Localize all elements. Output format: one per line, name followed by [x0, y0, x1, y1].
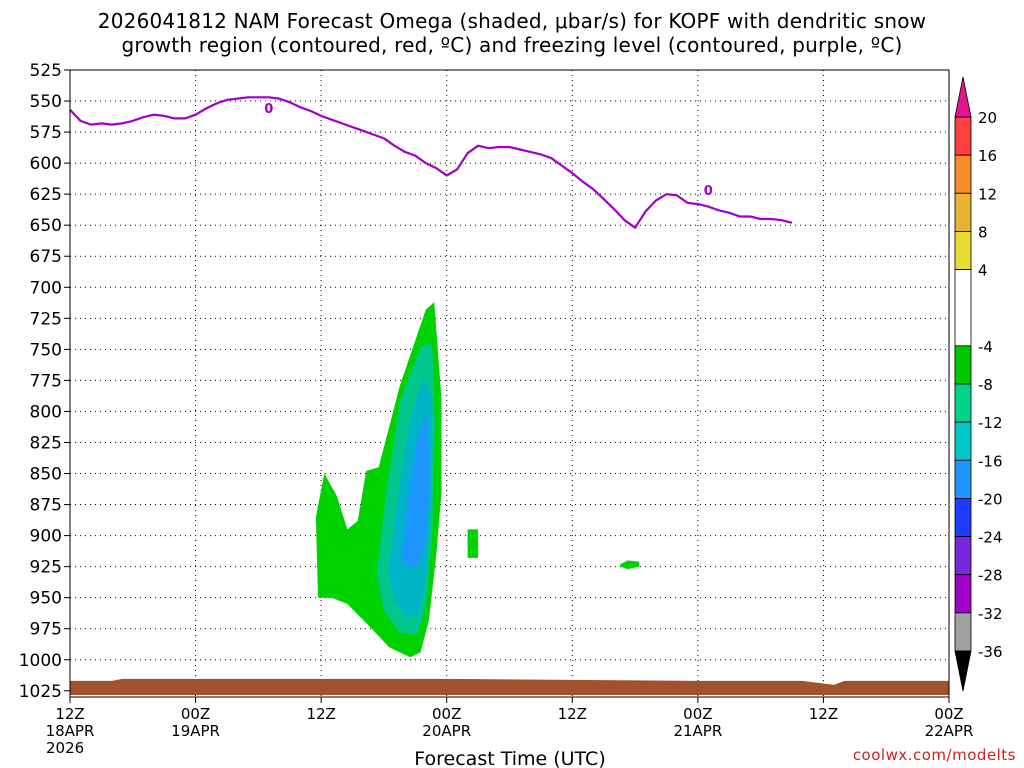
y-tick-label: 750 [30, 340, 62, 360]
y-tick-label: 1000 [19, 651, 62, 671]
colorbar-label: -36 [978, 643, 1003, 661]
x-tick-label: 18APR [46, 722, 95, 740]
y-tick-label: 550 [30, 92, 62, 112]
y-tick-label: 900 [30, 527, 62, 547]
x-axis-label: Forecast Time (UTC) [414, 748, 605, 768]
x-tick-label: 00Z [432, 705, 461, 723]
x-tick-label: 20APR [422, 722, 471, 740]
colorbar-segment [954, 345, 972, 385]
contour-label-bg [703, 183, 714, 198]
x-tick-label: 00Z [934, 705, 963, 723]
y-tick-label: 850 [30, 465, 62, 485]
colorbar-segment [954, 192, 972, 232]
contour-label-bg [263, 101, 274, 116]
contour-label: 0 [704, 184, 713, 199]
colorbar-bottom-arrow [954, 650, 972, 692]
colorbar-segment [954, 612, 972, 652]
colorbar-label: -4 [978, 338, 993, 356]
x-tick-label: 00Z [683, 705, 712, 723]
chart-title-line-2: growth region (contoured, red, ºC) and f… [121, 33, 903, 57]
omega-region [620, 560, 640, 570]
x-tick-label: 21APR [673, 722, 722, 740]
colorbar-segment [954, 498, 972, 537]
x-tick-label: 12Z [55, 705, 84, 723]
colorbar-label: -16 [978, 452, 1003, 470]
y-tick-label: 700 [30, 278, 62, 298]
x-tick-label: 19APR [171, 722, 220, 740]
ground-fill [70, 678, 949, 695]
colorbar-segment [954, 459, 972, 499]
colorbar-label: -32 [978, 605, 1003, 623]
colorbar-label: -28 [978, 567, 1003, 585]
grid-lines [69, 69, 950, 697]
colorbar-segment [954, 116, 972, 156]
y-tick-label: 600 [30, 154, 62, 174]
y-tick-label: 725 [30, 309, 62, 329]
ground-layer [70, 678, 949, 695]
y-tick-label: 1025 [19, 682, 62, 702]
omega-region [467, 529, 479, 558]
chart-title-line-1: 2026041812 NAM Forecast Omega (shaded, μ… [97, 9, 927, 33]
y-tick-label: 975 [30, 620, 62, 640]
x-tick-label: 00Z [181, 705, 210, 723]
colorbar-label: -8 [978, 376, 993, 394]
y-tick-label: 525 [30, 61, 62, 81]
colorbar-segment [954, 231, 972, 270]
freezing-level-contour: 00 [69, 96, 793, 229]
colorbar-segment [954, 383, 972, 423]
credit-text: coolwx.com/modelts [852, 746, 1016, 764]
colorbar-label: 12 [978, 185, 997, 203]
y-axis: 525 550 575 600 625 650 675 700 725 750 775 800 825 8… [19, 61, 70, 702]
colorbar-segment [954, 574, 972, 614]
y-tick-label: 625 [30, 185, 62, 205]
colorbar-segment [954, 154, 972, 194]
x-tick-label: 22APR [925, 722, 974, 740]
y-tick-label: 575 [30, 123, 62, 143]
freezing-level-line [69, 96, 793, 229]
colorbar-label: 8 [978, 223, 988, 241]
x-tick-label: 12Z [809, 705, 838, 723]
colorbar-label: -12 [978, 414, 1003, 432]
colorbar-label: -20 [978, 490, 1003, 508]
colorbar-segment [954, 536, 972, 576]
colorbar-top-arrow [954, 76, 972, 118]
omega-region [400, 411, 430, 567]
colorbar-label: 16 [978, 147, 997, 165]
y-tick-label: 950 [30, 589, 62, 609]
y-tick-label: 675 [30, 247, 62, 267]
y-tick-label: 650 [30, 216, 62, 236]
plot-frame [69, 69, 950, 698]
y-tick-label: 925 [30, 558, 62, 578]
x-tick-label: 2026 [46, 739, 84, 757]
y-tick-label: 875 [30, 496, 62, 516]
colorbar-label: -24 [978, 529, 1003, 547]
x-tick-label: 12Z [306, 705, 335, 723]
colorbar-label: 20 [978, 109, 997, 127]
contour-label: 0 [264, 102, 273, 117]
y-tick-label: 825 [30, 433, 62, 453]
y-tick-label: 800 [30, 402, 62, 422]
colorbar-segment [954, 421, 972, 461]
colorbar-segment [954, 269, 972, 347]
x-tick-label: 12Z [558, 705, 587, 723]
omega-shaded-areas [315, 302, 640, 658]
y-tick-label: 775 [30, 371, 62, 391]
colorbar-label: 4 [978, 262, 988, 280]
colorbar: 20 16 12 8 4 -4 -8 -12 -16 -20 -24 -28 -32 -36 [954, 76, 1003, 692]
